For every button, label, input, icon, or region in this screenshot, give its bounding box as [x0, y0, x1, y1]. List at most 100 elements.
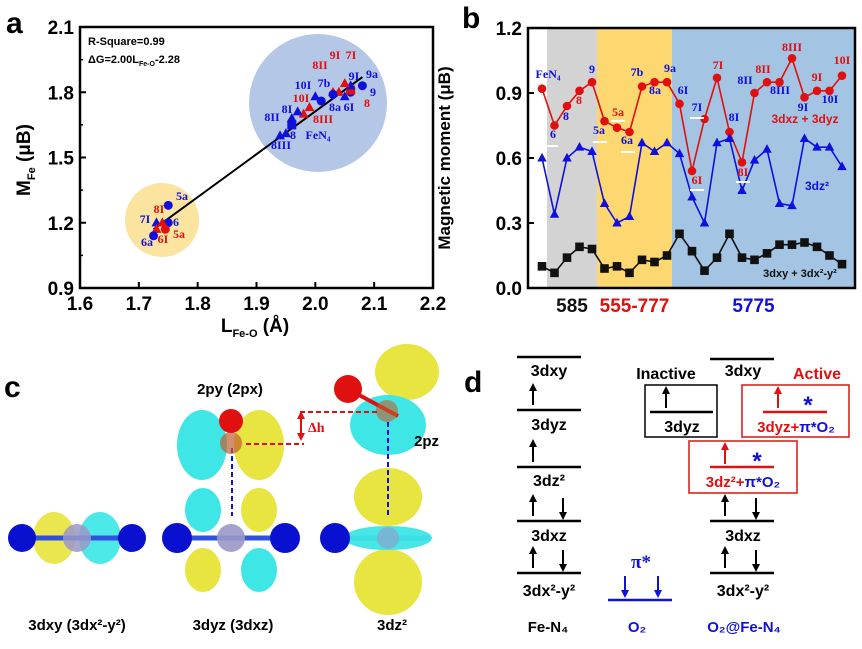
series-point — [612, 262, 622, 271]
point-label: 9 — [370, 85, 376, 99]
series-label: 3dz² — [805, 179, 829, 193]
n-atom — [118, 524, 146, 552]
region-label: 5775 — [732, 296, 775, 317]
y-axis-label-a: MFe (μB) — [14, 124, 38, 196]
series-point — [737, 253, 747, 262]
point-label: 8I — [738, 165, 749, 179]
fen4-level-3dz2: 3dz² — [533, 473, 565, 490]
point-label: 6I — [158, 232, 169, 246]
fe-atom — [63, 524, 91, 552]
series-point — [812, 142, 822, 151]
panel-label-d: d — [464, 366, 482, 399]
fen4-level-3dx2-y2: 3dx²-y² — [523, 583, 575, 600]
panel-a-scatter: a 9a989I6I7I9I8II7b8a10I10I8III8I8IIFeN₄… — [6, 7, 446, 340]
point-label: 8III — [770, 83, 790, 97]
active-level-dz2-pi: 3dz²+π*O₂ — [706, 474, 780, 491]
point-label: 8II — [755, 62, 771, 76]
data-point-10I — [304, 102, 315, 112]
data-point-6I — [339, 91, 350, 101]
point-label: 7b — [631, 65, 644, 79]
point-label: 9I — [812, 70, 823, 84]
x-tick-label-a: 2.1 — [361, 294, 388, 315]
point-label: 8II — [737, 73, 753, 87]
series-point — [837, 161, 847, 171]
series-point — [712, 73, 722, 83]
point-label: 9a — [664, 61, 676, 75]
fe-atom — [377, 527, 399, 549]
point-label: 6 — [173, 215, 179, 229]
point-label: 8a — [329, 100, 341, 114]
series-point — [700, 266, 709, 275]
region-585 — [547, 28, 597, 288]
panel-label-b: b — [462, 2, 480, 35]
point-label: 5a — [612, 105, 624, 119]
r-square-annotation: R-Square=0.99 — [88, 36, 165, 48]
y-tick-label-b: 0.0 — [496, 279, 522, 300]
point-label: 5a — [176, 189, 188, 203]
series-point — [575, 86, 584, 96]
o2fen4-levels — [710, 357, 774, 575]
series-point — [574, 142, 585, 151]
point-label: 7b — [318, 76, 331, 90]
point-label: 6a — [621, 133, 633, 147]
series-point — [675, 99, 684, 109]
data-point-6I — [151, 223, 162, 233]
caption-3dyz: 3dyz (3dxz) — [193, 617, 274, 634]
fen4-levels — [517, 355, 581, 575]
series-point — [637, 255, 647, 265]
region-5775 — [672, 28, 855, 288]
point-label: 8III — [271, 138, 291, 152]
y-tick-label-a: 1.2 — [48, 214, 74, 235]
fen4-level-3dxy: 3dxy — [531, 363, 568, 380]
point-label: 8 — [563, 109, 569, 123]
active-box-dz2 — [688, 440, 798, 494]
series-point — [612, 217, 622, 227]
data-point-FeN₄ — [287, 120, 297, 130]
series-point — [662, 251, 672, 260]
panel-c-orbitals: c Δh — [4, 344, 439, 634]
point-label: 9I — [330, 48, 341, 62]
y-tick-label-b: 1.2 — [496, 19, 522, 40]
y-tick-label-b: 0.9 — [496, 84, 522, 105]
point-label: 8a — [649, 83, 661, 97]
series-point — [800, 238, 809, 247]
series-point — [837, 71, 847, 80]
active-label: Active — [793, 366, 841, 383]
series-point — [587, 244, 597, 254]
x-tick-label-a: 1.9 — [243, 294, 269, 315]
series-point — [575, 242, 584, 252]
point-label: 9I — [349, 69, 360, 83]
orbital-3dyz: Δh — [162, 409, 325, 592]
x-axis-label-a: LFe-O (Å) — [221, 316, 289, 340]
n-atom — [8, 524, 36, 552]
series-point — [712, 253, 722, 262]
point-label: 10I — [293, 91, 310, 105]
data-point-7b — [328, 89, 338, 99]
series-point — [775, 77, 784, 87]
point-label: 6a — [141, 235, 153, 249]
data-point-5a — [163, 200, 173, 210]
o2fen4-electrons — [721, 494, 760, 572]
linear-fit-line — [152, 76, 363, 231]
panel-label-a: a — [6, 7, 23, 40]
panel-label-c: c — [4, 371, 21, 404]
orbital-3dz2: 2pz — [300, 344, 439, 615]
series-point — [650, 77, 659, 87]
series-point — [675, 229, 684, 239]
series-point — [762, 249, 772, 258]
series-point — [587, 77, 597, 87]
series-point — [762, 144, 772, 153]
series-point — [550, 268, 559, 278]
o2-column-label: O₂ — [628, 619, 646, 636]
series-point — [799, 133, 810, 142]
o-atom — [219, 409, 243, 433]
point-label: FeN₄ — [536, 67, 561, 81]
series-point — [800, 93, 809, 102]
series-point — [600, 264, 609, 273]
inactive-level-3dyz: 3dyz — [664, 419, 700, 436]
fen4-level-3dxz: 3dxz — [531, 528, 567, 545]
scatter-marks: 9a989I6I7I9I8II7b8a10I10I8III8I8IIFeN₄88… — [140, 48, 378, 249]
